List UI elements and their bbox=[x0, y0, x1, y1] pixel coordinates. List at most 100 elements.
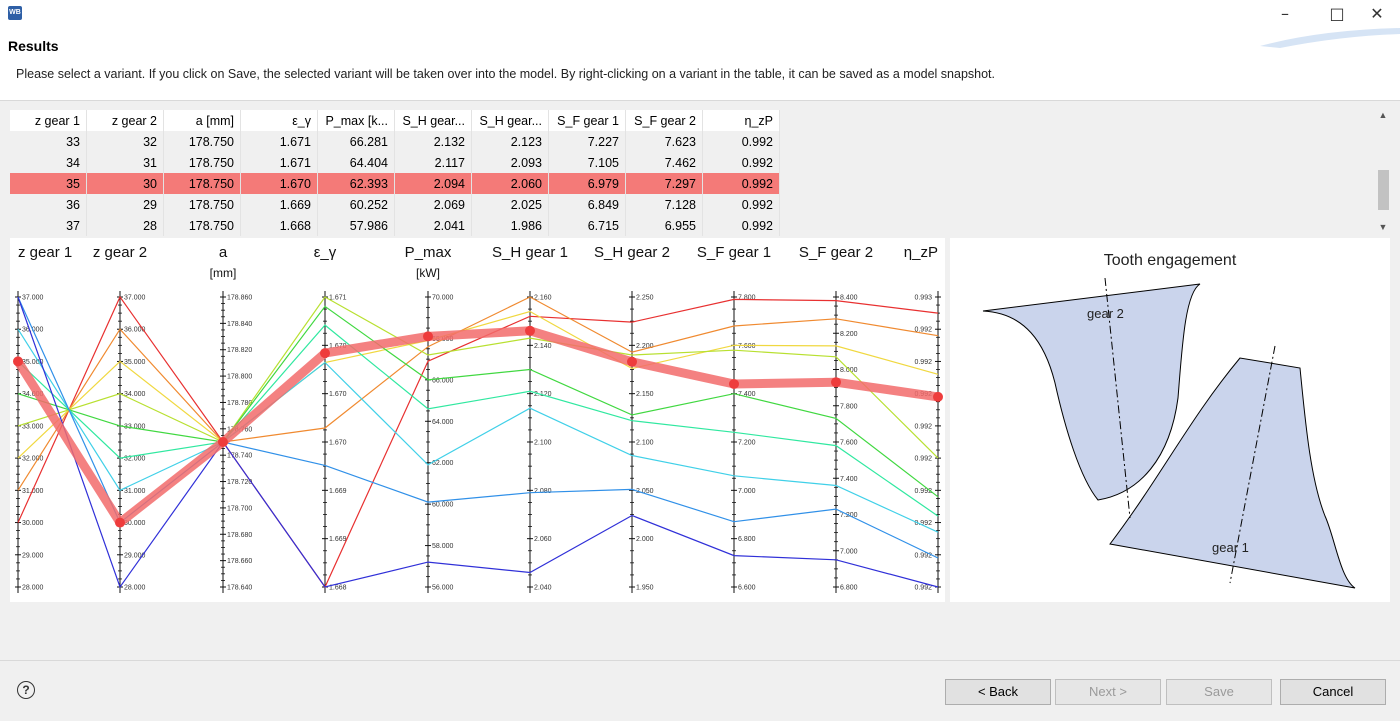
axis-tick-label: 1.950 bbox=[636, 585, 654, 592]
axis-tick-label: 0.992 bbox=[914, 488, 932, 495]
table-cell: 62.393 bbox=[317, 173, 395, 194]
axis-tick-label: 0.992 bbox=[914, 520, 932, 527]
series-line[interactable] bbox=[17, 328, 939, 533]
series-line[interactable] bbox=[17, 296, 939, 459]
axis-tick-label: 2.060 bbox=[534, 536, 552, 543]
back-button[interactable]: < Back bbox=[945, 679, 1051, 705]
axis-tick-label: 7.000 bbox=[738, 488, 756, 495]
axis-tick-label: 178.740 bbox=[227, 453, 252, 460]
table-cell: 178.750 bbox=[163, 173, 241, 194]
selected-series-point[interactable] bbox=[423, 331, 433, 342]
axis-tick-label: 2.250 bbox=[636, 295, 654, 302]
maximize-icon[interactable]: □ bbox=[1329, 4, 1345, 23]
selected-series-point[interactable] bbox=[320, 348, 330, 359]
axis-tick-label: 6.800 bbox=[840, 585, 858, 592]
axis-tick-label: 7.400 bbox=[738, 391, 756, 398]
column-header[interactable]: P_max [k... bbox=[317, 110, 395, 131]
table-cell: 31 bbox=[86, 152, 164, 173]
table-cell: 2.041 bbox=[394, 215, 472, 236]
axis-tick-label: 0.992 bbox=[914, 327, 932, 334]
axis-tick-label: 56.000 bbox=[432, 585, 454, 592]
selected-series-point[interactable] bbox=[13, 356, 23, 367]
axis-tick-label: 6.800 bbox=[738, 536, 756, 543]
axis-tick-label: 34.000 bbox=[22, 391, 44, 398]
scroll-down-icon[interactable]: ▼ bbox=[1378, 222, 1388, 232]
axis-tick-label: 8.200 bbox=[840, 331, 858, 338]
table-row[interactable]: 37 28 178.750 1.668 57.986 2.041 1.986 6.715 6.9… bbox=[10, 215, 780, 236]
parallel-coordinates-chart[interactable]: z gear 1 37.000 36.000 35.000 34.000 33.000 32… bbox=[10, 238, 945, 602]
minimize-icon[interactable]: – bbox=[1281, 4, 1289, 23]
table-cell: 6.715 bbox=[548, 215, 626, 236]
column-header[interactable]: S_H gear... bbox=[394, 110, 472, 131]
axis-tick-label: 2.100 bbox=[636, 440, 654, 447]
selected-series-point[interactable] bbox=[831, 377, 841, 388]
axis-tick-label: 32.000 bbox=[124, 456, 146, 463]
table-cell: 37 bbox=[10, 215, 87, 236]
selected-series-point[interactable] bbox=[115, 517, 125, 528]
selected-series-point[interactable] bbox=[933, 391, 943, 402]
axis-tick-label: 28.000 bbox=[22, 585, 44, 592]
column-header[interactable]: ε_γ bbox=[240, 110, 318, 131]
axis-tick-label: 178.700 bbox=[227, 505, 252, 512]
header-decoration bbox=[1260, 28, 1400, 48]
table-row[interactable]: 36 29 178.750 1.669 60.252 2.069 2.025 6.849 7.1… bbox=[10, 194, 780, 215]
axis-title: z gear 2 bbox=[93, 244, 147, 261]
help-icon[interactable]: ? bbox=[17, 681, 35, 699]
table-cell: 6.849 bbox=[548, 194, 626, 215]
axis-tick-label: 0.992 bbox=[914, 585, 932, 592]
axis-tick-label: 29.000 bbox=[22, 552, 44, 559]
axis-tick-label: 2.140 bbox=[534, 343, 552, 350]
gear-2-label: gear 2 bbox=[1087, 306, 1124, 321]
axis-title: z gear 1 bbox=[18, 244, 72, 261]
column-header[interactable]: z gear 1 bbox=[10, 110, 87, 131]
gear-1-label: gear 1 bbox=[1212, 540, 1249, 555]
axis-tick-label: 2.160 bbox=[534, 295, 552, 302]
axis-tick-label: 37.000 bbox=[22, 295, 44, 302]
table-cell: 60.252 bbox=[317, 194, 395, 215]
scrollbar-thumb[interactable] bbox=[1378, 170, 1389, 210]
table-cell: 2.117 bbox=[394, 152, 472, 173]
dialog-message: Please select a variant. If you click on… bbox=[16, 67, 996, 81]
selected-series-point[interactable] bbox=[218, 437, 228, 447]
column-header[interactable]: η_zP bbox=[702, 110, 780, 131]
save-button[interactable]: Save bbox=[1166, 679, 1272, 705]
column-header[interactable]: S_F gear 2 bbox=[625, 110, 703, 131]
axis-tick-label: 30.000 bbox=[124, 520, 146, 527]
series-line[interactable] bbox=[17, 296, 939, 491]
series-line[interactable] bbox=[17, 324, 939, 517]
axis-tick-label: 35.000 bbox=[124, 359, 146, 366]
next-button[interactable]: Next > bbox=[1055, 679, 1161, 705]
column-header[interactable]: z gear 2 bbox=[86, 110, 164, 131]
close-icon[interactable]: ✕ bbox=[1370, 4, 1384, 23]
axis-tick-label: 7.600 bbox=[738, 343, 756, 350]
column-header[interactable]: a [mm] bbox=[163, 110, 241, 131]
axis-tick-label: 1.670 bbox=[329, 391, 347, 398]
selected-series-point[interactable] bbox=[525, 325, 535, 336]
table-row[interactable]: 34 31 178.750 1.671 64.404 2.117 2.093 7.105 7.4… bbox=[10, 152, 780, 173]
table-row[interactable]: 33 32 178.750 1.671 66.281 2.132 2.123 7.227 7.6… bbox=[10, 131, 780, 152]
scroll-up-icon[interactable]: ▲ bbox=[1378, 110, 1388, 120]
table-cell: 33 bbox=[10, 131, 87, 152]
table-cell: 2.094 bbox=[394, 173, 472, 194]
column-header[interactable]: S_F gear 1 bbox=[548, 110, 626, 131]
selected-series-point[interactable] bbox=[729, 379, 739, 389]
axis-tick-label: 1.670 bbox=[329, 343, 347, 350]
table-cell: 0.992 bbox=[702, 152, 780, 173]
selected-series-point[interactable] bbox=[627, 356, 637, 367]
axis-tick-label: 34.000 bbox=[124, 391, 146, 398]
series-line[interactable] bbox=[17, 310, 939, 459]
table-scrollbar[interactable]: ▲ ▼ bbox=[1376, 110, 1390, 234]
axis-tick-label: 0.992 bbox=[914, 359, 932, 366]
selected-series-line[interactable] bbox=[14, 326, 939, 528]
table-cell: 6.955 bbox=[625, 215, 703, 236]
series-line[interactable] bbox=[17, 305, 939, 498]
axis-tick-label: 2.080 bbox=[534, 488, 552, 495]
series-line[interactable] bbox=[17, 296, 939, 589]
table-cell: 6.979 bbox=[548, 173, 626, 194]
axis-title: η_zP bbox=[904, 244, 938, 261]
column-header[interactable]: S_H gear... bbox=[471, 110, 549, 131]
cancel-button[interactable]: Cancel bbox=[1280, 679, 1386, 705]
series-line[interactable] bbox=[17, 295, 939, 589]
table-row-selected[interactable]: 35 30 178.750 1.670 62.393 2.094 2.060 6.979 7.2… bbox=[10, 173, 780, 194]
